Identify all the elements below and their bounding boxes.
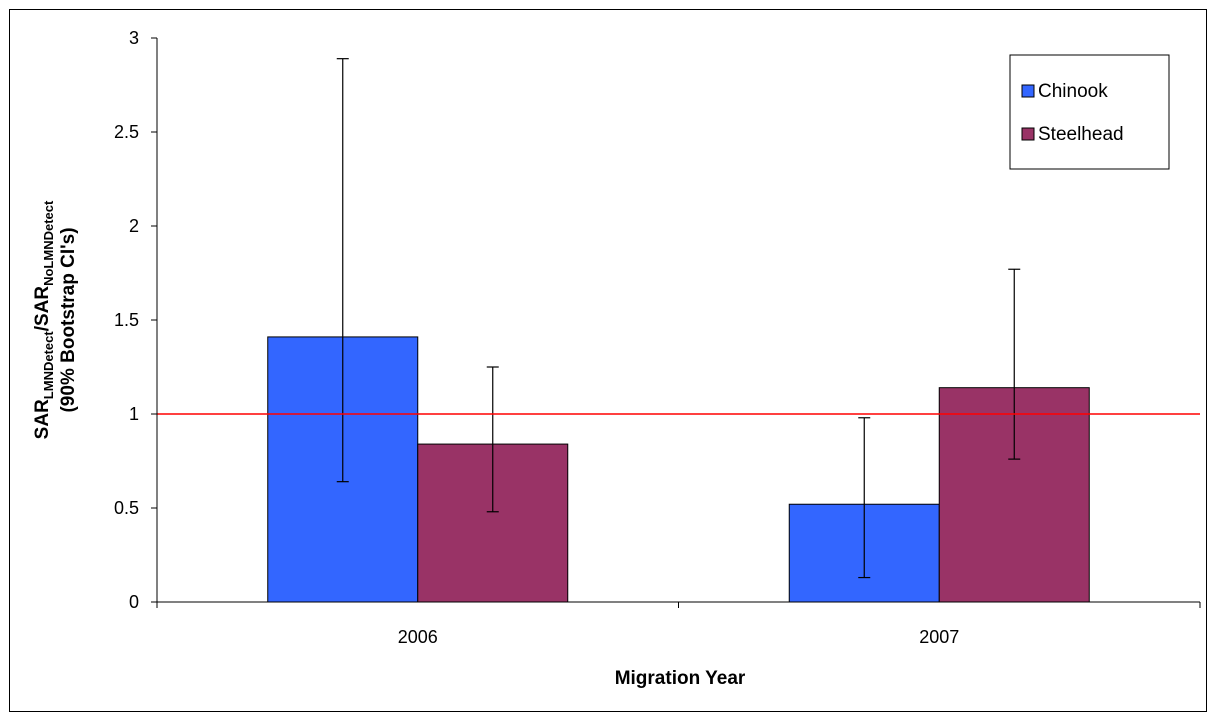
legend-label-steelhead: Steelhead <box>1038 124 1124 145</box>
legend-swatch-steelhead <box>1021 127 1035 141</box>
y-tick-label: 1.5 <box>114 310 139 330</box>
x-tick-label: 2007 <box>919 627 959 647</box>
x-axis-title: Migration Year <box>615 668 746 689</box>
y-tick-label: 0.5 <box>114 498 139 518</box>
y-tick-label: 1 <box>129 404 139 424</box>
x-tick-labels: 2006 2007 <box>398 627 960 647</box>
y-tick-labels: 0 0.5 1 1.5 2 2.5 3 <box>114 28 139 612</box>
legend-swatch-chinook <box>1021 84 1035 98</box>
y-tick-label: 2 <box>129 216 139 236</box>
y-axis-title-line2: (90% Bootstrap CI's) <box>58 227 79 412</box>
y-tick-label: 0 <box>129 592 139 612</box>
error-bars-layer <box>336 58 1021 579</box>
x-tick-label: 2006 <box>398 627 438 647</box>
axes-layer <box>151 37 1201 608</box>
y-tick-label: 3 <box>129 28 139 48</box>
y-tick-label: 2.5 <box>114 122 139 142</box>
legend-box <box>1009 54 1170 170</box>
y-axis-title: SARLMNDetect/SARNoLMNDetect (90% Bootstr… <box>32 200 79 439</box>
legend: Chinook Steelhead <box>1009 54 1170 170</box>
legend-label-chinook: Chinook <box>1038 81 1108 102</box>
y-axis-title-line1: SARLMNDetect/SARNoLMNDetect <box>32 200 56 439</box>
bars-layer <box>267 336 1090 603</box>
